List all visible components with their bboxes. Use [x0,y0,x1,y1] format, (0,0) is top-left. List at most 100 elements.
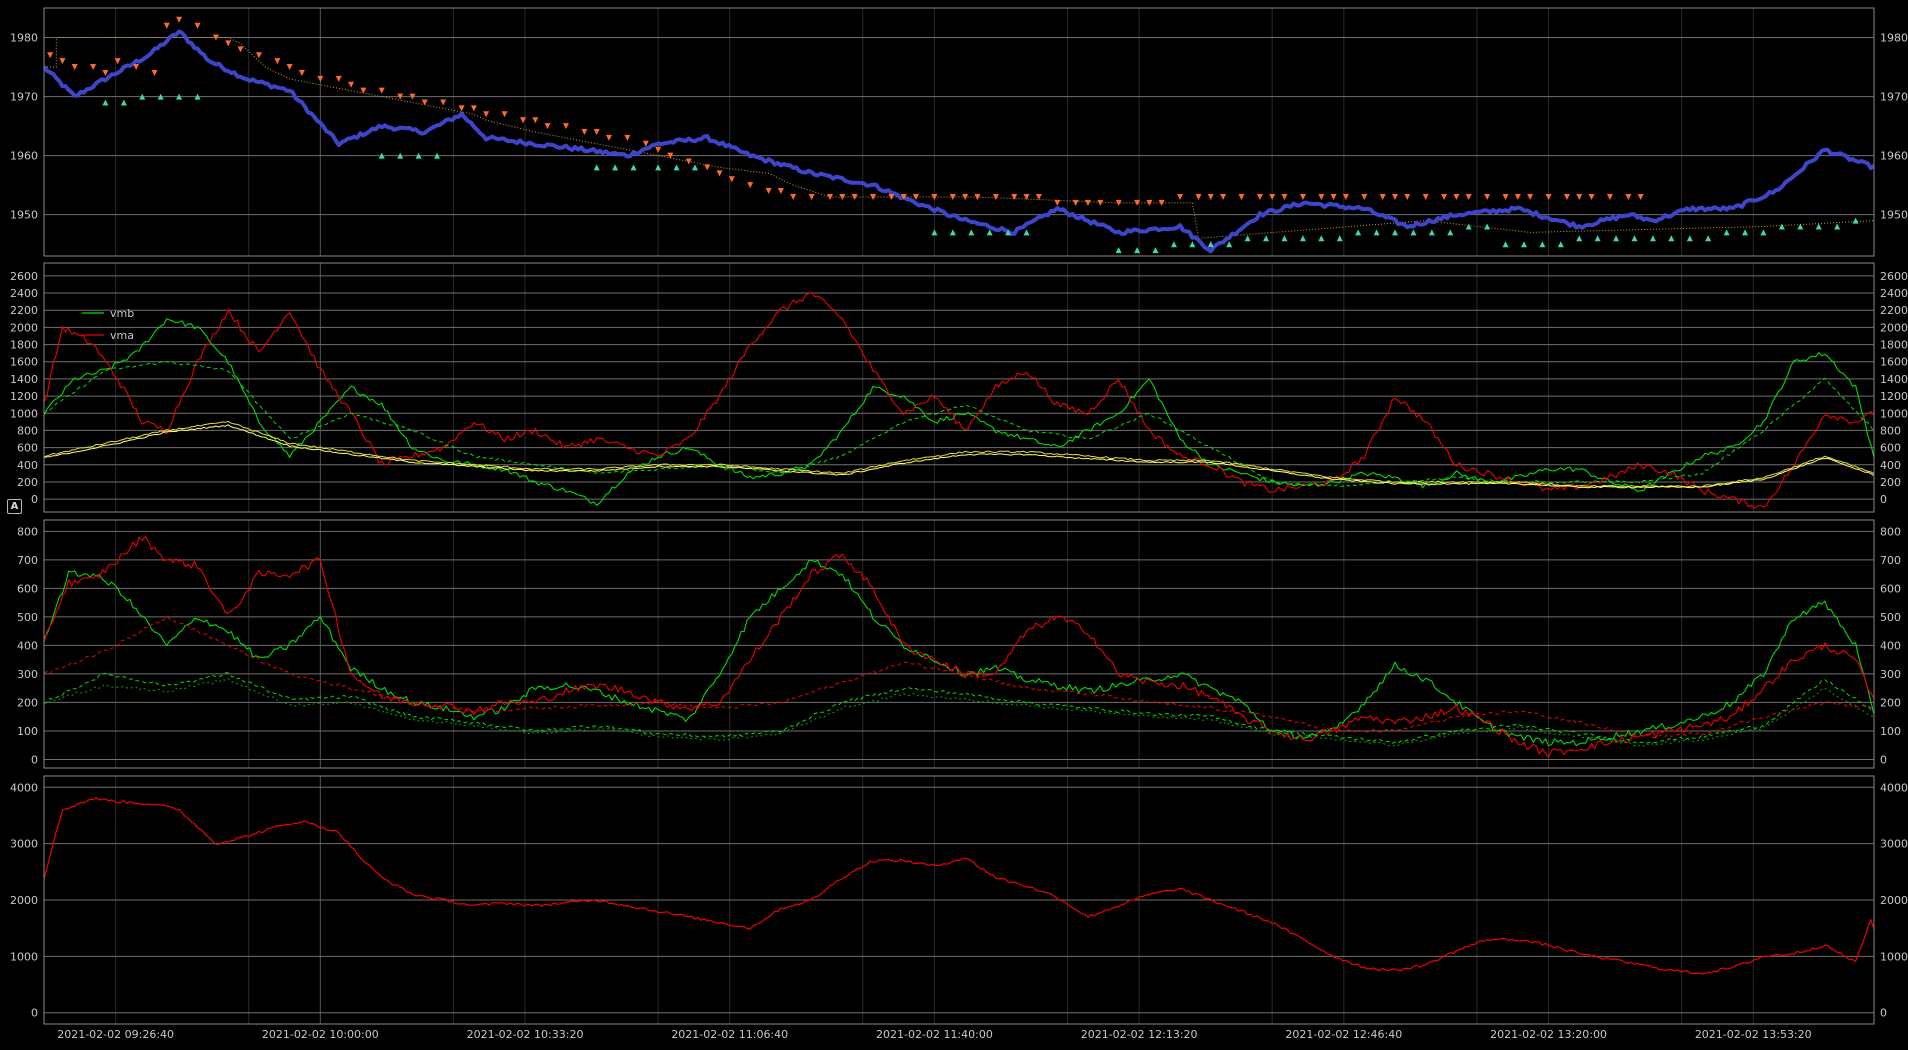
y-tick-label-right: 100 [1880,725,1901,738]
sell-marker [1502,193,1509,200]
sell-marker [1220,193,1227,200]
x-tick-label: 2021-02-02 12:13:20 [1081,1028,1198,1041]
sell-marker [47,52,54,59]
buy-marker [1834,223,1841,230]
buy-marker [1576,235,1583,242]
buy-marker [120,99,127,106]
y-tick-label-right: 1980 [1880,32,1908,45]
sell-marker [274,58,281,65]
y-tick-label-right: 0 [1880,1007,1887,1020]
buy-marker [1355,229,1362,236]
sell-marker [1146,199,1153,206]
sell-marker [378,87,385,94]
sell-marker [71,64,78,71]
series-line-s4 [44,677,1874,747]
buy-marker [1465,223,1472,230]
sell-marker [163,22,170,29]
sell-marker [176,16,183,23]
y-tick-label-left: 0 [31,493,38,506]
sell-marker [839,193,846,200]
sell-marker [605,134,612,141]
y-tick-label-left: 2400 [10,287,38,300]
sell-marker [808,193,815,200]
buy-marker [1631,235,1638,242]
y-tick-label-left: 300 [17,668,38,681]
sell-marker [1465,193,1472,200]
y-tick-label-right: 1000 [1880,407,1908,420]
sell-marker [348,81,355,88]
sell-marker [1606,193,1613,200]
buy-marker [1373,229,1380,236]
sell-marker [1158,199,1165,206]
y-tick-label-left: 4000 [10,781,38,794]
y-tick-label-left: 0 [31,753,38,766]
sell-marker [1342,193,1349,200]
buy-marker [1134,247,1141,254]
series-line-yellow-1 [44,420,1874,488]
panel-frame [43,519,1875,769]
buy-marker [1520,241,1527,248]
sell-marker [1256,193,1263,200]
buy-marker [1189,241,1196,248]
y-tick-label-right: 1950 [1880,209,1908,222]
panel-frame [43,7,1875,257]
buy-marker [691,164,698,171]
buy-marker [139,93,146,100]
y-tick-label-left: 2200 [10,304,38,317]
y-tick-label-right: 1970 [1880,91,1908,104]
sell-marker [1318,193,1325,200]
sell-marker [470,105,477,112]
buy-marker [1668,235,1675,242]
buy-marker [1226,241,1233,248]
buy-marker [1723,229,1730,236]
y-tick-label-left: 800 [17,424,38,437]
sell-marker [360,87,367,94]
buy-marker [157,93,164,100]
y-tick-label-left: 1400 [10,373,38,386]
series-line-vmb-dashed [44,360,1874,487]
sell-marker [532,117,539,124]
y-tick-label-left: 200 [17,476,38,489]
buy-marker [949,229,956,236]
buy-marker [1244,235,1251,242]
y-tick-label-left: 0 [31,1007,38,1020]
auto-scale-button[interactable]: A [7,499,22,514]
buy-marker [1263,235,1270,242]
sell-marker [777,188,784,195]
sell-marker [1514,193,1521,200]
sell-marker [1422,193,1429,200]
sell-marker [1097,199,1104,206]
buy-marker [1815,223,1822,230]
y-tick-label-right: 700 [1880,554,1901,567]
y-tick-label-left: 1800 [10,339,38,352]
y-tick-label-left: 100 [17,725,38,738]
y-tick-label-right: 500 [1880,611,1901,624]
sell-marker [1084,199,1091,206]
sell-marker [716,170,723,177]
y-tick-label-left: 400 [17,639,38,652]
y-tick-label-right: 800 [1880,525,1901,538]
sell-marker [974,193,981,200]
sell-marker [335,75,342,82]
buy-marker [593,164,600,171]
buy-marker [630,164,637,171]
sell-marker [870,193,877,200]
sell-marker [1379,193,1386,200]
y-tick-label-left: 1970 [10,91,38,104]
sell-marker [1269,193,1276,200]
series-line-vmb [44,318,1874,506]
buy-marker [1115,247,1122,254]
sell-marker [409,93,416,100]
series-line-s0 [44,797,1874,975]
y-tick-label-right: 0 [1880,493,1887,506]
sell-marker [851,193,858,200]
y-tick-label-left: 2000 [10,321,38,334]
buy-marker [612,164,619,171]
x-tick-label: 2021-02-02 10:00:00 [262,1028,379,1041]
y-tick-label-right: 400 [1880,639,1901,652]
sell-marker [1527,193,1534,200]
sell-marker [1563,193,1570,200]
series-line-s0 [44,29,1874,254]
y-tick-label-left: 1980 [10,32,38,45]
